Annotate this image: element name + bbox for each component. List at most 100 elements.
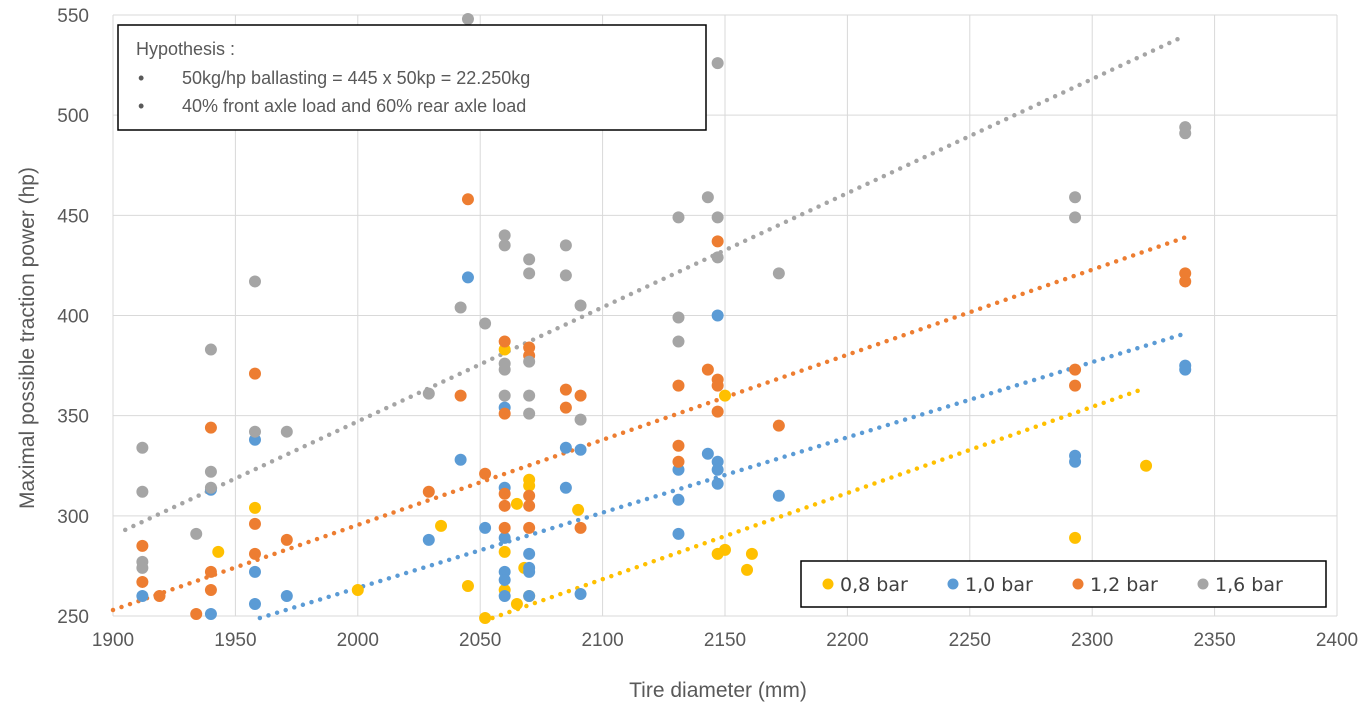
legend-label: 1,2 bar — [1090, 574, 1158, 596]
hypothesis-title: Hypothesis : — [136, 39, 235, 59]
y-tick-label: 450 — [57, 206, 89, 227]
data-point — [574, 521, 587, 534]
y-tick-label: 350 — [57, 407, 89, 428]
data-point — [711, 211, 724, 224]
data-point — [523, 253, 536, 266]
data-point — [711, 309, 724, 322]
data-point — [498, 545, 511, 558]
data-point — [136, 575, 149, 588]
data-point — [422, 485, 435, 498]
data-point — [280, 533, 293, 546]
data-point — [711, 379, 724, 392]
data-point — [422, 533, 435, 546]
legend-label: 1,6 bar — [1215, 574, 1283, 596]
data-point — [479, 467, 492, 480]
legend-label: 0,8 bar — [840, 574, 908, 596]
data-point — [772, 489, 785, 502]
data-point — [523, 267, 536, 280]
x-tick-label: 2300 — [1071, 630, 1113, 651]
data-point — [454, 453, 467, 466]
data-point — [719, 389, 731, 402]
data-point — [248, 501, 261, 514]
data-point — [479, 317, 492, 330]
data-point — [711, 477, 724, 490]
data-point — [574, 413, 587, 426]
data-point — [523, 499, 536, 512]
data-point — [1179, 127, 1192, 140]
data-point — [523, 589, 536, 602]
data-point — [772, 267, 785, 280]
data-point — [1140, 459, 1153, 472]
data-point — [136, 589, 149, 602]
data-point — [204, 343, 217, 356]
data-point — [672, 211, 685, 224]
bullet-icon: • — [138, 68, 144, 88]
data-point — [523, 521, 536, 534]
data-point — [523, 565, 536, 578]
data-point — [559, 269, 572, 282]
y-tick-label: 300 — [57, 507, 89, 528]
data-point — [248, 597, 261, 610]
data-point — [701, 363, 714, 376]
legend-items: 0,8 bar 1,0 bar 1,2 bar 1,6 bar — [822, 574, 1283, 596]
gridlines — [112, 14, 1338, 617]
y-tick-label: 400 — [57, 307, 89, 328]
data-point — [1069, 455, 1082, 468]
data-point — [523, 479, 536, 492]
data-point — [190, 607, 203, 620]
data-point — [574, 587, 587, 600]
data-point — [248, 425, 261, 438]
data-point — [510, 597, 523, 610]
data-point — [461, 193, 474, 206]
x-tick-label: 2100 — [581, 630, 623, 651]
data-point — [248, 517, 261, 530]
data-point — [498, 335, 511, 348]
data-point — [461, 579, 474, 592]
data-point — [280, 589, 293, 602]
y-axis-ticks: 250 300 350 400 450 500 550 — [57, 6, 89, 628]
data-point — [523, 355, 536, 368]
data-point — [351, 583, 364, 596]
data-point — [523, 547, 536, 560]
data-point — [498, 363, 511, 376]
data-point — [1069, 531, 1082, 544]
data-point — [574, 299, 587, 312]
data-point — [498, 389, 511, 402]
data-point — [523, 389, 536, 402]
x-axis-ticks: 1900 1950 2000 2050 2100 2150 2200 2250 2300 2350… — [92, 630, 1358, 651]
y-axis-title: Maximal possible traction power (hp) — [16, 167, 39, 509]
data-point — [190, 527, 203, 540]
data-point — [711, 57, 724, 70]
data-point — [204, 583, 217, 596]
data-point — [248, 367, 261, 380]
data-point — [204, 565, 217, 578]
trendline — [490, 387, 1144, 621]
data-point — [559, 383, 572, 396]
hypothesis-bullet-2: 40% front axle load and 60% rear axle lo… — [182, 96, 526, 116]
hypothesis-box-border — [117, 24, 707, 131]
data-point — [498, 239, 511, 252]
data-point — [136, 561, 149, 574]
y-tick-label: 500 — [57, 106, 89, 127]
data-point — [461, 13, 474, 26]
legend-marker — [1072, 578, 1084, 590]
data-point — [435, 519, 448, 532]
data-point — [523, 407, 536, 420]
data-point — [523, 489, 536, 502]
data-point — [136, 539, 149, 552]
data-point — [461, 271, 474, 284]
legend-border — [800, 560, 1327, 608]
hypothesis-box: Hypothesis : • 50kg/hp ballasting = 445 … — [117, 24, 707, 131]
data-point — [711, 405, 724, 418]
data-point — [559, 239, 572, 252]
data-point — [510, 497, 523, 510]
data-point — [559, 401, 572, 414]
data-point — [1179, 275, 1192, 288]
y-tick-label: 550 — [57, 6, 89, 27]
legend-marker — [822, 578, 834, 590]
data-point — [479, 612, 492, 625]
data-point — [672, 527, 685, 540]
x-tick-label: 2000 — [337, 630, 379, 651]
data-point — [204, 481, 217, 494]
data-point — [745, 547, 758, 560]
